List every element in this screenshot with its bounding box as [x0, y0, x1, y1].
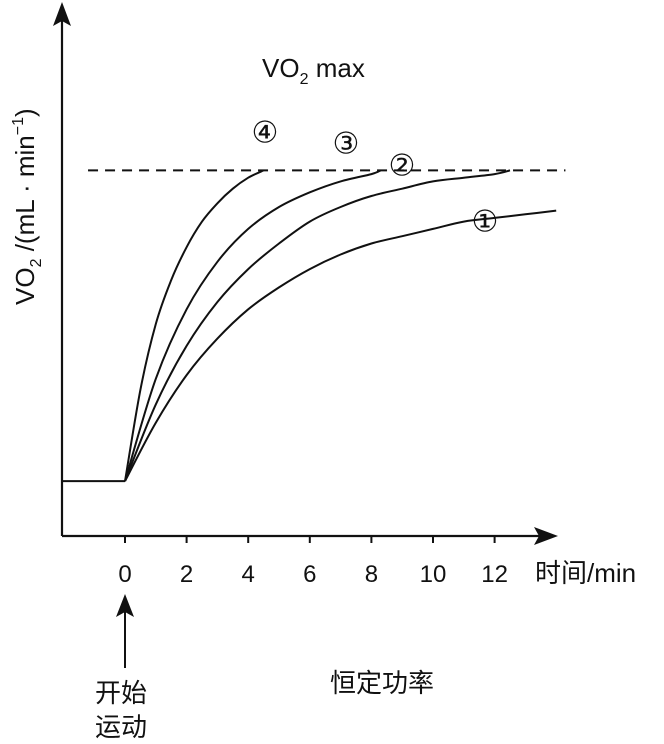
constant-power-label: 恒定功率 — [330, 668, 434, 698]
start-arrow-icon — [116, 594, 134, 617]
x-tick-label: 8 — [365, 561, 378, 588]
curve-labels: ① ②③ ④ — [252, 117, 499, 239]
x-tick-label: 4 — [242, 561, 255, 588]
curve-label-1: ① — [472, 206, 499, 239]
x-axis-label: 时间/min — [535, 558, 636, 588]
x-tick-labels: 0 2 4 6 8 10 12 — [118, 561, 508, 588]
x-tick-label: 10 — [420, 561, 447, 588]
x-tick-label: 0 — [118, 561, 131, 588]
curve-1 — [124, 209, 557, 482]
curve-label-3: ③ — [333, 128, 360, 161]
start-label-line2: 运动 — [95, 712, 147, 742]
x-tick-label: 6 — [303, 561, 316, 588]
curve-4 — [124, 169, 265, 482]
x-ticks — [124, 536, 496, 543]
curve-label-4: ④ — [252, 117, 279, 150]
curve-label-2: ② — [389, 150, 416, 183]
curve-3 — [124, 169, 382, 482]
x-tick-label: 12 — [481, 561, 508, 588]
vo2max-label: VO2 max — [262, 53, 365, 88]
x-tick-label: 2 — [180, 561, 193, 588]
y-axis-arrow-icon — [53, 2, 71, 26]
curves — [124, 169, 557, 482]
x-axis-arrow-icon — [534, 527, 558, 545]
y-axis-label: VO2 /(mL · min−1) — [10, 108, 45, 305]
start-label-line1: 开始 — [95, 678, 147, 708]
curve-2 — [124, 169, 511, 482]
